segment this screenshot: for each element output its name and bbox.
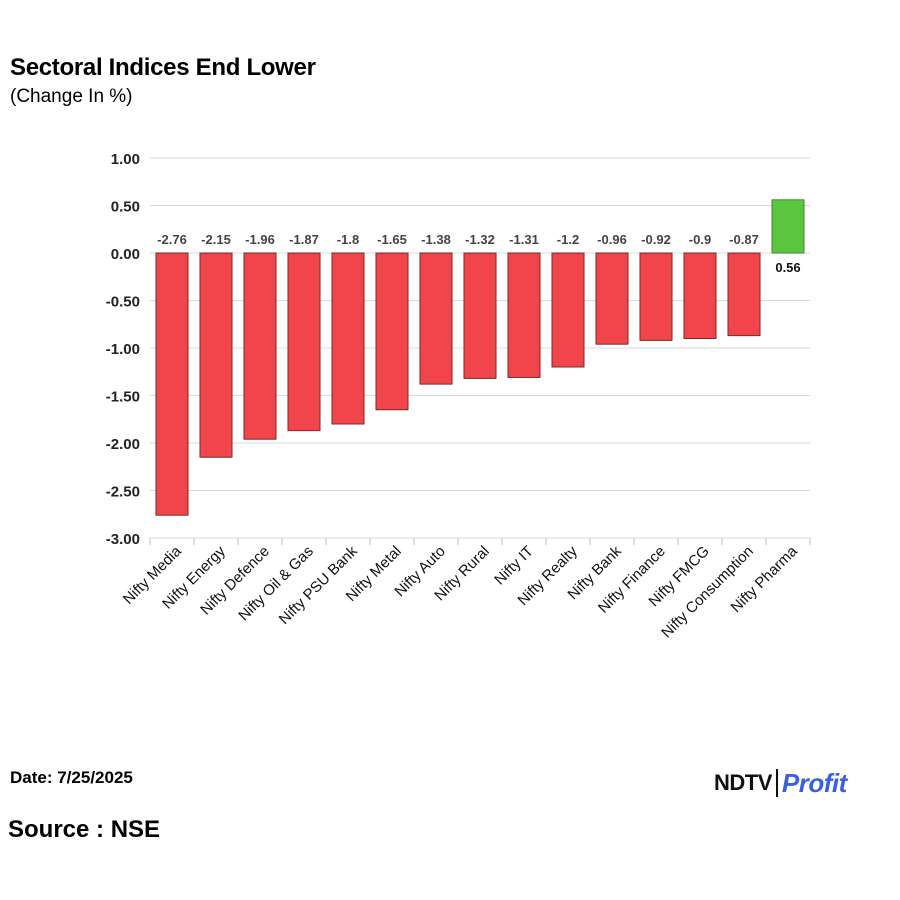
bar	[639, 252, 673, 341]
data-label: 0.56	[775, 260, 800, 275]
y-tick-label: -1.50	[106, 389, 140, 406]
ndtv-profit-logo: NDTV Profit	[714, 766, 847, 800]
logo-profit-text: Profit	[781, 767, 847, 798]
chart-subtitle: (Change In %)	[10, 86, 133, 107]
bar	[771, 199, 805, 254]
chart-title: Sectoral Indices End Lower	[10, 54, 316, 81]
bar	[155, 252, 189, 516]
data-label: -2.76	[157, 232, 187, 247]
bar	[419, 252, 453, 385]
data-label: -1.32	[465, 232, 495, 247]
y-tick-label: 0.00	[111, 246, 140, 263]
data-label: -0.9	[689, 232, 711, 247]
data-label: -1.2	[557, 232, 579, 247]
data-label: -1.65	[377, 232, 407, 247]
data-label: -0.87	[729, 232, 759, 247]
y-tick-label: -1.00	[106, 341, 140, 358]
bar	[199, 252, 233, 458]
data-label: -2.15	[201, 232, 231, 247]
y-tick-label: -0.50	[106, 294, 140, 311]
bar-chart: 1.00 0.50 0.00 -0.50 -1.00 -1.50 -2.00 -2.50 -3.…	[106, 151, 811, 641]
data-label: -0.92	[641, 232, 671, 247]
data-label: -1.31	[509, 232, 539, 247]
y-tick-label: -2.50	[106, 484, 140, 501]
bar	[551, 252, 585, 368]
bar	[507, 252, 541, 378]
bar	[463, 252, 497, 379]
bar	[243, 252, 277, 440]
y-tick-label: 1.00	[111, 151, 140, 168]
y-tick-label: 0.50	[111, 199, 140, 216]
data-label: -1.8	[337, 232, 359, 247]
date-label: Date: 7/25/2025	[10, 768, 133, 787]
logo-ndtv-text: NDTV	[714, 770, 772, 795]
source-label: Source : NSE	[8, 816, 161, 843]
y-tick-label: -3.00	[106, 531, 140, 548]
bar	[331, 252, 365, 425]
data-label: -1.87	[289, 232, 319, 247]
data-label: -1.38	[421, 232, 451, 247]
bar	[683, 252, 717, 339]
bar	[375, 252, 409, 411]
bar	[727, 252, 761, 337]
y-tick-label: -2.00	[106, 436, 140, 453]
x-tick-label: Nifty PSU Bank	[276, 542, 361, 627]
logo-divider	[775, 769, 778, 797]
data-label: -0.96	[597, 232, 627, 247]
bar	[595, 252, 629, 345]
bar	[287, 252, 321, 432]
data-label: -1.96	[245, 232, 275, 247]
